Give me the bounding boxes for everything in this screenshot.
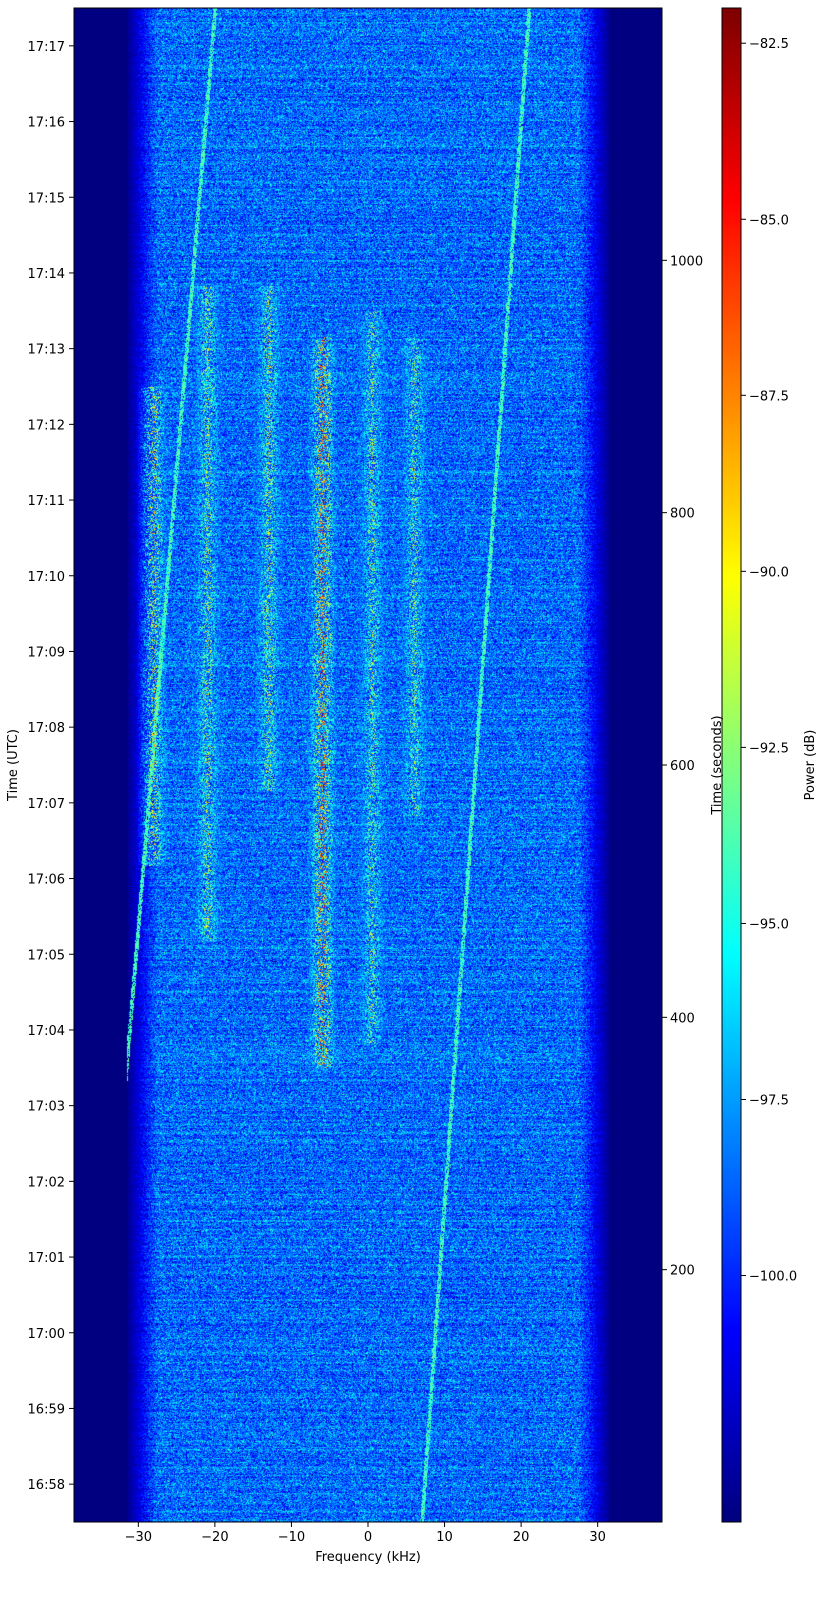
y-utc-tick-label: 17:17 [28, 40, 65, 55]
y-utc-tick-label: 17:13 [28, 343, 65, 358]
colorbar-tick-label: −95.0 [749, 917, 789, 932]
y-utc-tick-label: 17:09 [28, 645, 65, 660]
y-utc-tick-label: 17:12 [28, 418, 65, 433]
colorbar-gradient [722, 8, 741, 1522]
y-utc-tick-label: 17:02 [28, 1175, 65, 1190]
x-tick-label: −10 [278, 1530, 305, 1545]
colorbar-frame [721, 7, 742, 1523]
x-tick-label: 10 [436, 1530, 453, 1545]
y-axis-label-utc: Time (UTC) [6, 729, 21, 802]
y-seconds-tick-label: 800 [670, 507, 695, 522]
y-seconds-tick-label: 1000 [670, 254, 703, 269]
colorbar-tick-label: −92.5 [749, 741, 789, 756]
colorbar-ticks: −82.5 −85.0 −87.5 −90.0 −92.5 −95.0 −97.5 −100.… [741, 37, 797, 1285]
y-utc-tick-label: 17:15 [28, 191, 65, 206]
y-utc-tick-label: 17:00 [28, 1327, 65, 1342]
plot-area [73, 7, 663, 1523]
y-utc-tick-label: 17:08 [28, 721, 65, 736]
y-utc-tick-label: 17:11 [28, 494, 65, 509]
y-seconds-tick-label: 200 [670, 1264, 695, 1279]
x-tick-label: 20 [513, 1530, 530, 1545]
y-utc-tick-label: 16:58 [28, 1478, 65, 1493]
x-axis: −30 −20 −10 0 10 20 30 [125, 1522, 606, 1545]
y-utc-tick-label: 17:03 [28, 1100, 65, 1115]
y-utc-tick-label: 17:01 [28, 1251, 65, 1266]
y-utc-tick-label: 17:04 [28, 1024, 65, 1039]
y-axis-label-seconds: Time (seconds) [710, 715, 725, 815]
y-utc-tick-label: 17:05 [28, 948, 65, 963]
y-axis-utc: 16:58 16:59 17:00 17:01 17:02 17:03 17:04 17:05… [28, 40, 74, 1493]
y-utc-tick-label: 17:06 [28, 873, 65, 888]
colorbar-tick-label: −100.0 [749, 1270, 797, 1285]
y-seconds-tick-label: 400 [670, 1011, 695, 1026]
spectrogram-heatmap [74, 8, 662, 1522]
colorbar-label: Power (dB) [803, 730, 818, 801]
y-seconds-tick-label: 600 [670, 759, 695, 774]
y-utc-tick-label: 17:07 [28, 797, 65, 812]
colorbar: −82.5 −85.0 −87.5 −90.0 −92.5 −95.0 −97.5 −100.… [721, 7, 797, 1523]
colorbar-tick-label: −85.0 [749, 213, 789, 228]
x-axis-label: Frequency (kHz) [315, 1550, 421, 1565]
colorbar-tick-label: −90.0 [749, 565, 789, 580]
colorbar-tick-label: −87.5 [749, 389, 789, 404]
colorbar-tick-label: −97.5 [749, 1093, 789, 1108]
x-tick-label: 0 [364, 1530, 372, 1545]
y-utc-tick-label: 17:14 [28, 267, 65, 282]
x-tick-label: −20 [201, 1530, 228, 1545]
y-axis-seconds: 200 400 600 800 1000 [662, 254, 703, 1279]
y-utc-tick-label: 17:10 [28, 570, 65, 585]
colorbar-tick-label: −82.5 [749, 37, 789, 52]
y-utc-tick-label: 17:16 [28, 116, 65, 131]
x-tick-label: 30 [589, 1530, 606, 1545]
y-utc-tick-label: 16:59 [28, 1402, 65, 1417]
x-tick-label: −30 [125, 1530, 152, 1545]
